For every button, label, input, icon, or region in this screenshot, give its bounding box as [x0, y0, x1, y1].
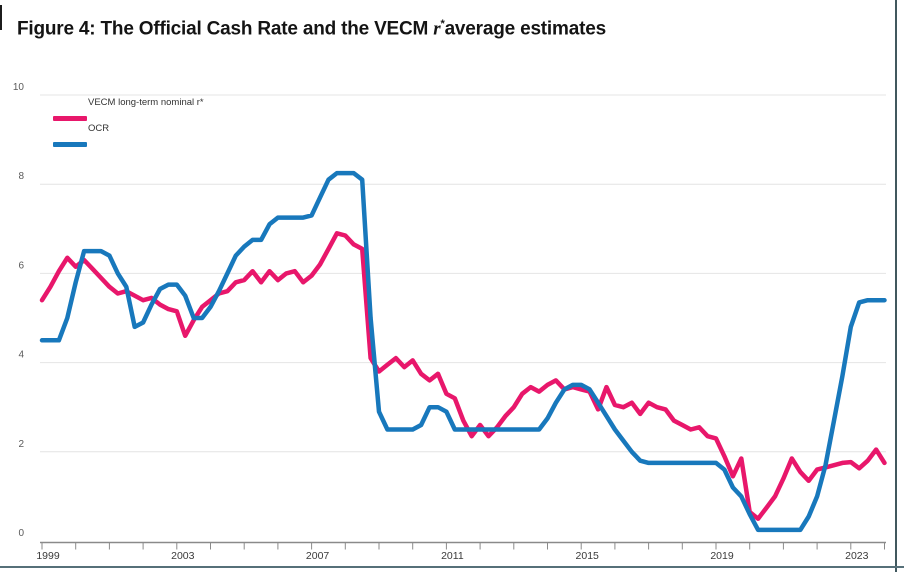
y-tick-label: 6 [18, 260, 24, 271]
y-axis-labels: 0 2 4 6 8 10 [13, 82, 25, 539]
figure-title-text: Figure 4: The Official Cash Rate and the… [17, 18, 434, 40]
y-tick-label: 8 [18, 171, 24, 182]
x-tick-label: 2003 [171, 550, 195, 562]
x-axis-labels: 1999 2003 2007 2011 2015 2019 2023 [36, 550, 868, 562]
vecm-line [39, 231, 887, 521]
x-tick-label: 2019 [710, 550, 734, 562]
figure-title-text-end: average estimates [444, 18, 607, 40]
x-tick-label: 2015 [576, 550, 600, 562]
x-tick-label: 1999 [36, 550, 60, 562]
x-tick-label: 2007 [306, 550, 330, 562]
window-bottom-border [0, 566, 904, 568]
window-right-border [895, 0, 897, 572]
x-tick-label: 2011 [441, 550, 464, 562]
figure-title-math-star: * [440, 17, 445, 30]
figure-title: Figure 4: The Official Cash Rate and the… [17, 18, 606, 40]
y-tick-label: 10 [13, 82, 25, 93]
x-tick-label: 2023 [845, 550, 869, 562]
y-tick-label: 4 [18, 350, 24, 361]
figure-title-math-r: r [433, 18, 441, 40]
y-tick-label: 2 [18, 439, 24, 450]
ocr-line [39, 170, 887, 533]
y-tick-label: 0 [18, 528, 24, 539]
gridlines [40, 94, 886, 453]
x-axis [40, 541, 886, 550]
left-edge-artifact [0, 5, 2, 30]
